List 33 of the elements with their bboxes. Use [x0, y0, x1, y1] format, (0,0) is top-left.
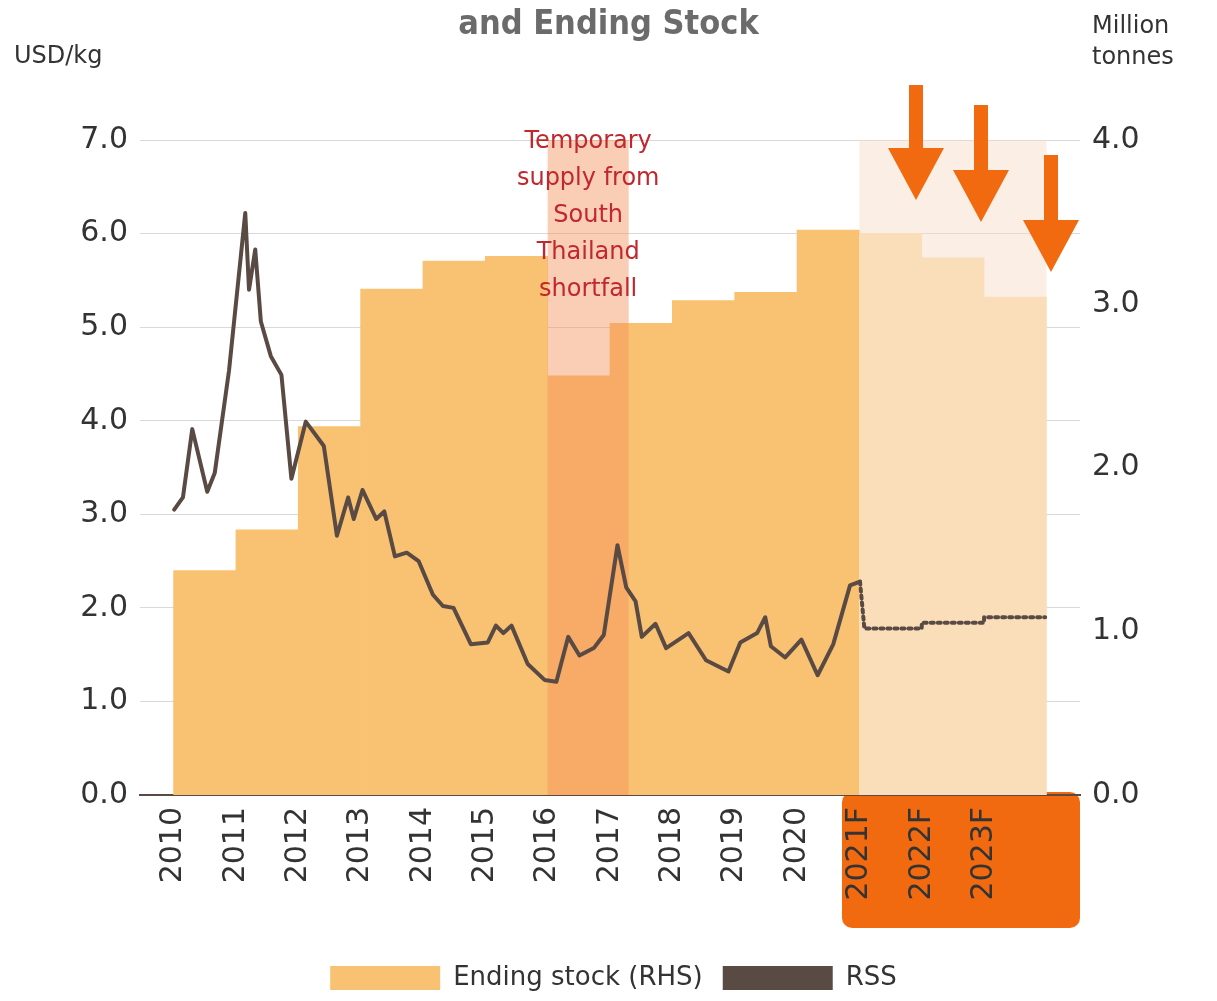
- x-tick-label: 2019: [714, 807, 750, 884]
- x-tick-label: 2013: [340, 807, 376, 884]
- y2-tick-label: 1.0: [1092, 611, 1140, 647]
- y2-axis-title: Million tonnes: [1092, 10, 1175, 73]
- y-tick-label: 4.0: [80, 400, 128, 436]
- x-tick-label: 2012: [278, 807, 314, 884]
- chart-title: and Ending Stock: [458, 2, 759, 42]
- y-tick-label: 7.0: [80, 119, 128, 155]
- legend-label: Ending stock (RHS): [453, 960, 703, 991]
- x-tick-label: 2022F: [901, 807, 937, 901]
- y-axis-title: USD/kg: [14, 40, 103, 71]
- y-tick-label: 0.0: [80, 774, 128, 810]
- x-tick-label: 2016: [527, 807, 563, 884]
- y-tick-label: 1.0: [80, 681, 128, 717]
- x-tick-label: 2010: [153, 807, 189, 884]
- x-tick-label: 2023F: [963, 807, 999, 901]
- x-tick-label: 2018: [652, 807, 688, 884]
- legend-label: RSS: [845, 960, 897, 991]
- y2-tick-label: 3.0: [1092, 283, 1140, 319]
- band-label: Temporary supply from South Thailand shortfall: [516, 126, 660, 303]
- x-tick-label: 2017: [589, 807, 625, 884]
- y-tick-label: 6.0: [80, 213, 128, 249]
- y2-tick-label: 2.0: [1092, 447, 1140, 483]
- x-tick-label: 2021F: [839, 807, 875, 901]
- y-tick-label: 2.0: [80, 587, 128, 623]
- x-tick-label: 2015: [465, 807, 501, 884]
- y-tick-label: 5.0: [80, 306, 128, 342]
- x-tick-label: 2011: [215, 807, 251, 884]
- y2-tick-label: 4.0: [1092, 119, 1140, 155]
- y-tick-label: 3.0: [80, 494, 128, 530]
- y2-tick-label: 0.0: [1092, 774, 1140, 810]
- x-tick-label: 2014: [402, 807, 438, 884]
- x-tick-label: 2020: [776, 807, 812, 884]
